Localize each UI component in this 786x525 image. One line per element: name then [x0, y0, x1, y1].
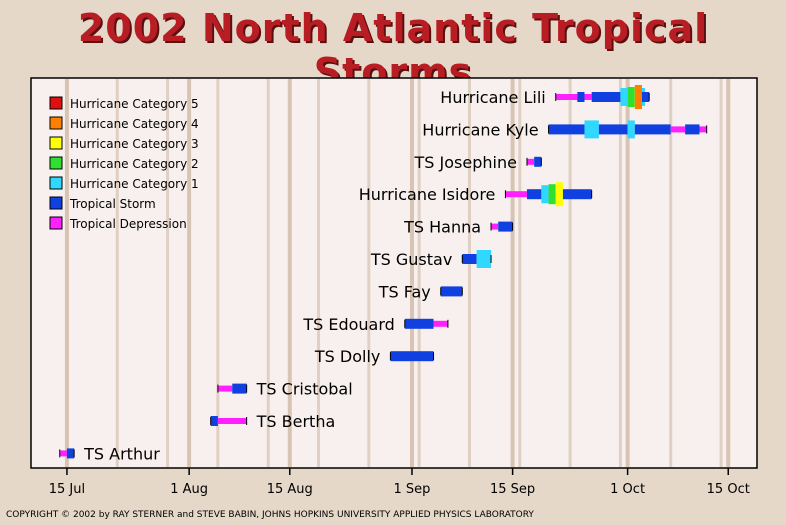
storm-label: TS Bertha — [256, 412, 336, 431]
storm-segment-ts — [591, 92, 621, 102]
storm-label: TS Gustav — [370, 250, 452, 269]
storm-label: TS Dolly — [314, 347, 380, 366]
storm-segment-ts — [210, 416, 218, 426]
legend-swatch-ts — [49, 196, 63, 210]
storm-segment-ts — [526, 189, 542, 200]
storm-segment-cat1 — [541, 185, 549, 204]
x-tick-label: 15 Sep — [490, 482, 535, 497]
storm-segment-ts — [498, 221, 513, 232]
storm-label: TS Cristobal — [256, 380, 353, 399]
storm-segment-td — [491, 223, 499, 230]
storm-label: TS Fay — [378, 282, 431, 301]
storm-segment-td — [555, 94, 578, 100]
storm-segment-cat2 — [627, 87, 635, 107]
storm-segment-td — [699, 126, 707, 133]
storm-segment-ts — [404, 318, 434, 329]
storm-segment-td — [59, 450, 67, 457]
legend-swatch-cat5 — [49, 96, 63, 110]
storm-segment-td — [505, 191, 527, 198]
storm-segment-cat3 — [555, 182, 563, 207]
storm-segment-ts — [685, 124, 700, 135]
storm-segment-td — [584, 94, 592, 100]
storm-label: Hurricane Kyle — [422, 120, 538, 139]
storm-segment-ts — [66, 448, 75, 459]
storm-segment-ts — [440, 286, 463, 297]
storm-label: TS Hanna — [403, 218, 481, 237]
legend-label-td: Tropical Depression — [69, 217, 187, 231]
copyright-notice: COPYRIGHT © 2002 by RAY STERNER and STEV… — [6, 510, 534, 520]
x-tick-label: 15 Jul — [49, 482, 85, 497]
storm-segment-ts — [577, 92, 585, 102]
storm-segment-ts — [598, 124, 628, 135]
x-tick-label: 15 Aug — [267, 482, 313, 497]
legend-label-cat4: Hurricane Category 4 — [70, 117, 199, 131]
storm-segment-cat4 — [634, 85, 642, 109]
storm-segment-ts — [462, 254, 477, 264]
legend-label-ts: Tropical Storm — [69, 197, 156, 211]
storm-label: Hurricane Lili — [440, 88, 545, 107]
storm-segment-ts — [390, 351, 434, 362]
storm-segment-ts — [534, 156, 542, 167]
storm-segment-cat1 — [620, 88, 628, 106]
legend-swatch-cat1 — [49, 176, 63, 190]
storm-segment-cat1 — [627, 120, 635, 139]
legend-label-cat3: Hurricane Category 3 — [70, 137, 199, 151]
legend-label-cat2: Hurricane Category 2 — [70, 157, 199, 171]
plot-area — [30, 77, 758, 469]
storm-segment-td — [433, 320, 448, 327]
storm-segment-td — [217, 418, 247, 424]
storm-segment-td — [526, 158, 535, 165]
storm-segment-ts — [232, 383, 247, 394]
legend-swatch-cat4 — [49, 116, 63, 130]
storm-segment-cat2 — [548, 184, 556, 205]
legend-label-cat1: Hurricane Category 1 — [70, 177, 199, 191]
legend-swatch-cat3 — [49, 136, 63, 150]
storm-segment-ts — [634, 124, 671, 135]
storm-segment-ts — [548, 124, 585, 135]
storm-segment-td — [670, 126, 686, 133]
legend-swatch-td — [49, 216, 63, 230]
storm-segment-cat1 — [584, 120, 599, 139]
storm-segment-cat1 — [476, 250, 492, 268]
x-tick-label: 1 Aug — [170, 482, 208, 497]
storm-segment-ts — [641, 92, 650, 102]
storm-label: TS Josephine — [414, 153, 517, 172]
legend-label-cat5: Hurricane Category 5 — [70, 97, 199, 111]
x-tick-label: 1 Sep — [394, 482, 431, 497]
storm-label: TS Edouard — [302, 315, 394, 334]
storm-segment-td — [217, 385, 233, 392]
storm-segment-ts — [562, 189, 592, 200]
chart-title: 2002 North Atlantic Tropical Storms — [77, 6, 709, 94]
storm-label: Hurricane Isidore — [359, 185, 496, 204]
storm-label: TS Arthur — [83, 444, 160, 463]
legend-swatch-cat2 — [49, 156, 63, 170]
x-tick-label: 15 Oct — [707, 482, 750, 497]
x-tick-label: 1 Oct — [610, 482, 645, 497]
